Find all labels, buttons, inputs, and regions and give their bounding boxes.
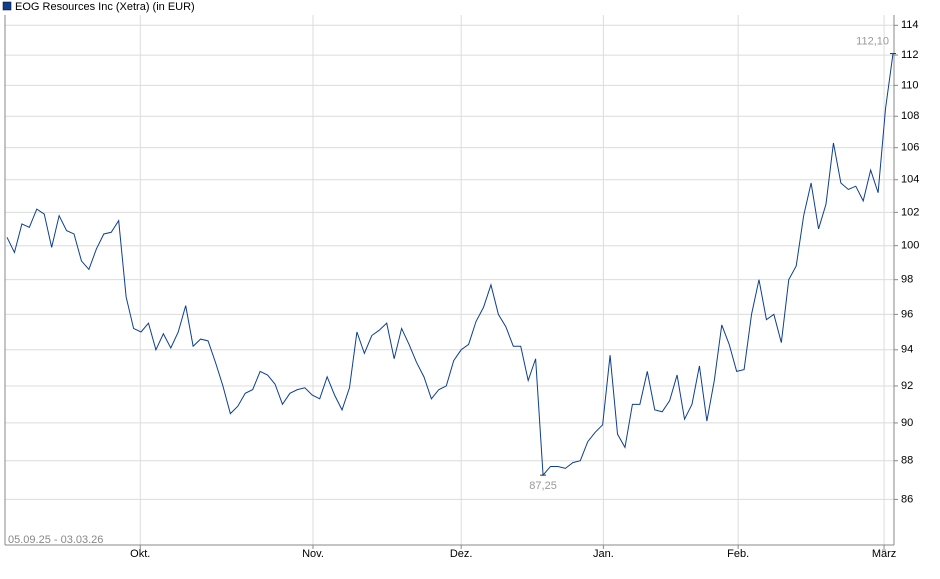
price-line (6, 53, 894, 477)
y-tick-label: 96 (901, 308, 913, 320)
value-label: 87,25 (529, 480, 557, 492)
legend-label: EOG Resources Inc (Xetra) (in EUR) (15, 1, 195, 13)
x-tick-label: Feb. (727, 548, 749, 560)
x-tick-label: Nov. (302, 548, 324, 560)
y-tick-label: 86 (901, 493, 913, 505)
date-range: 05.09.25 - 03.03.26 (8, 534, 103, 546)
x-tick-label: März (872, 548, 896, 560)
y-tick-label: 92 (901, 380, 913, 392)
y-tick-label: 90 (901, 417, 913, 429)
x-tick-label: Okt. (130, 548, 150, 560)
x-tick-label: Dez. (450, 548, 473, 560)
y-tick-label: 94 (901, 344, 913, 356)
y-tick-label: 102 (901, 206, 919, 218)
y-tick-label: 106 (901, 142, 919, 154)
y-tick-label: 110 (901, 79, 919, 91)
legend-swatch (2, 1, 12, 11)
y-tick-label: 108 (901, 110, 919, 122)
y-tick-label: 100 (901, 240, 919, 252)
y-tick-label: 98 (901, 274, 913, 286)
y-tick-label: 104 (901, 174, 919, 186)
x-tick-label: Jan. (593, 548, 614, 560)
y-tick-label: 112 (901, 49, 919, 61)
y-tick-label: 114 (901, 19, 919, 31)
value-label: 112,10 (856, 35, 889, 47)
y-tick-label: 88 (901, 455, 913, 467)
